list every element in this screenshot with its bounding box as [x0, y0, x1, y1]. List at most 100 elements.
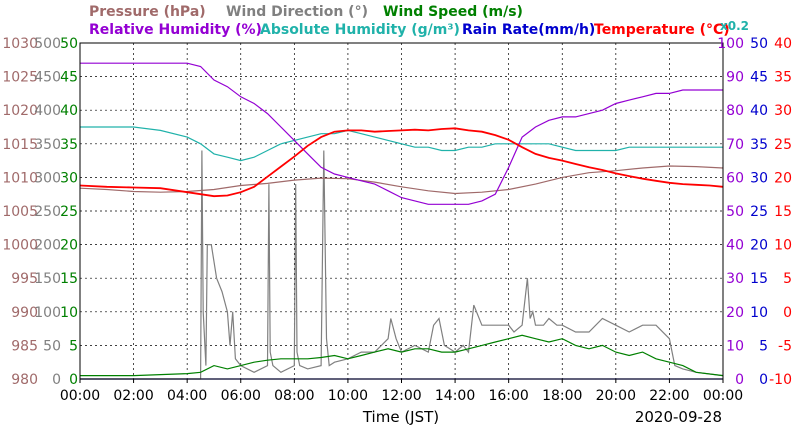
y-tick-humidity: 80 [726, 103, 744, 119]
y-tick-temperature: 40 [774, 36, 792, 52]
y-tick-wind-speed: 20 [60, 238, 78, 254]
x-tick-label: 00:00 [703, 388, 743, 404]
y-tick-temperature: -5 [778, 338, 792, 354]
y-axes: 1030102510201015101010051000995990985980… [2, 36, 792, 388]
y-tick-rain: 35 [750, 137, 768, 153]
x-tick-label: 08:00 [274, 388, 314, 404]
y-tick-rain: 15 [750, 271, 768, 287]
y-tick-wind-speed: 30 [60, 170, 78, 186]
y-tick-wind-dir: 50 [43, 338, 61, 354]
series-group [79, 62, 724, 380]
y-tick-temperature: 20 [774, 170, 792, 186]
y-tick-temperature: 15 [774, 204, 792, 220]
legend-wind-speed: Wind Speed (m/s) [383, 4, 523, 20]
y-tick-pressure: 1005 [2, 204, 38, 220]
x-axis: 00:00 02:00 04:00 06:00 08:00 10:00 12:00 14:00… [60, 379, 743, 404]
y-tick-rain: 40 [750, 103, 768, 119]
x-tick-label: 18:00 [542, 388, 582, 404]
y-tick-rain: 20 [750, 238, 768, 254]
y-tick-wind-speed: 45 [60, 70, 78, 86]
series-wind-direction [80, 150, 724, 380]
y-tick-rain: 45 [750, 70, 768, 86]
y-tick-wind-speed: 50 [60, 36, 78, 52]
x-tick-label: 14:00 [435, 388, 475, 404]
legend-absolute-humidity: Absolute Humidity (g/m³) [260, 22, 460, 38]
x-tick-label: 20:00 [596, 388, 636, 404]
y-tick-humidity: 30 [726, 271, 744, 287]
x-tick-label: 02:00 [113, 388, 153, 404]
series-relative-humidity [80, 62, 723, 205]
x-tick-label: 00:00 [60, 388, 100, 404]
y-tick-temperature: 5 [783, 271, 792, 287]
y-tick-humidity: 10 [726, 338, 744, 354]
y-tick-temperature: 0 [783, 305, 792, 321]
y-tick-humidity: 0 [735, 372, 744, 388]
y-tick-rain: 5 [759, 338, 768, 354]
y-tick-pressure: 980 [11, 372, 38, 388]
series-temperature-c [79, 127, 724, 198]
y-tick-wind-dir: 400 [34, 103, 61, 119]
y-tick-wind-dir: 300 [34, 170, 61, 186]
y-tick-wind-speed: 35 [60, 137, 78, 153]
y-tick-pressure: 1010 [2, 170, 38, 186]
y-tick-humidity: 60 [726, 170, 744, 186]
y-tick-temperature: -10 [769, 372, 792, 388]
y-tick-rain: 0 [759, 372, 768, 388]
y-tick-pressure: 995 [11, 271, 38, 287]
y-tick-wind-speed: 25 [60, 204, 78, 220]
series-wind-speed-m-s [80, 334, 724, 377]
x-tick-label: 22:00 [649, 388, 689, 404]
y-tick-wind-dir: 350 [34, 137, 61, 153]
y-tick-wind-speed: 15 [60, 271, 78, 287]
y-tick-humidity: 100 [717, 36, 744, 52]
legend-scale-note: x0.2 [720, 19, 749, 33]
y-tick-temperature: 25 [774, 137, 792, 153]
y-tick-pressure: 1020 [2, 103, 38, 119]
legend-pressure: Pressure (hPa) [89, 4, 206, 20]
y-tick-rain: 30 [750, 170, 768, 186]
legend-wind-direction: Wind Direction (°) [226, 4, 368, 20]
y-tick-wind-dir: 450 [34, 70, 61, 86]
y-tick-wind-dir: 250 [34, 204, 61, 220]
y-tick-rain: 10 [750, 305, 768, 321]
y-tick-humidity: 40 [726, 238, 744, 254]
x-tick-label: 06:00 [221, 388, 261, 404]
x-tick-label: 16:00 [488, 388, 528, 404]
y-tick-wind-dir: 500 [34, 36, 61, 52]
x-tick-label: 04:00 [167, 388, 207, 404]
y-tick-wind-dir: 200 [34, 238, 61, 254]
y-tick-temperature: 10 [774, 238, 792, 254]
x-axis-label: Time (JST) [362, 408, 439, 426]
y-tick-wind-speed: 10 [60, 305, 78, 321]
legend-rain-rate: Rain Rate(mm/h) [462, 22, 595, 38]
y-tick-pressure: 1025 [2, 70, 38, 86]
y-tick-rain: 25 [750, 204, 768, 220]
x-tick-label: 10:00 [328, 388, 368, 404]
legend-temperature: Temperature (°C) [594, 22, 730, 38]
y-tick-temperature: 30 [774, 103, 792, 119]
grid [80, 43, 723, 379]
date-label: 2020-09-28 [635, 408, 722, 426]
y-tick-pressure: 1000 [2, 238, 38, 254]
series-absolute-humidity-g-m [80, 126, 723, 162]
y-tick-wind-dir: 150 [34, 271, 61, 287]
x-tick-label: 12:00 [381, 388, 421, 404]
legend-relative-humidity: Relative Humidity (%) [89, 22, 262, 38]
y-tick-wind-speed: 5 [69, 338, 78, 354]
y-tick-humidity: 70 [726, 137, 744, 153]
y-tick-humidity: 90 [726, 70, 744, 86]
y-tick-humidity: 50 [726, 204, 744, 220]
y-tick-wind-dir: 0 [52, 372, 61, 388]
y-tick-wind-speed: 40 [60, 103, 78, 119]
y-tick-pressure: 1030 [2, 36, 38, 52]
y-tick-pressure: 990 [11, 305, 38, 321]
y-tick-pressure: 985 [11, 338, 38, 354]
y-tick-rain: 50 [750, 36, 768, 52]
y-tick-humidity: 20 [726, 305, 744, 321]
y-tick-temperature: 35 [774, 70, 792, 86]
y-tick-wind-speed: 0 [69, 372, 78, 388]
y-tick-pressure: 1015 [2, 137, 38, 153]
legend: Pressure (hPa) Wind Direction (°) Wind S… [89, 4, 749, 38]
y-tick-wind-dir: 100 [34, 305, 61, 321]
